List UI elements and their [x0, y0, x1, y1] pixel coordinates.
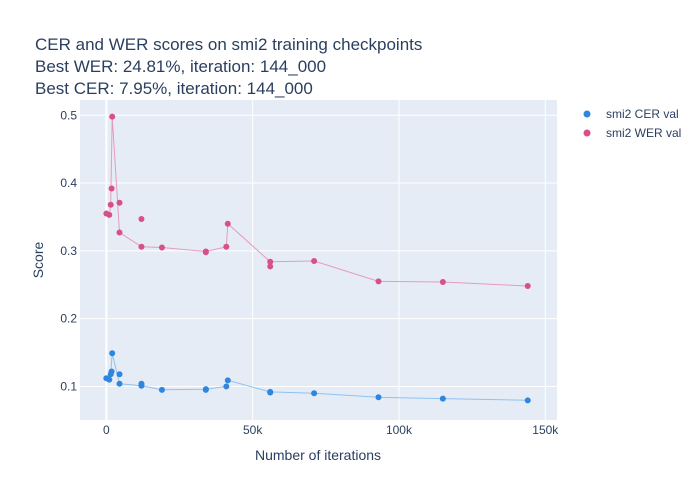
legend-label-cer: smi2 CER val — [606, 107, 679, 121]
chart-title-line-1: CER and WER scores on smi2 training chec… — [35, 35, 422, 54]
legend-item-cer[interactable]: smi2 CER val — [583, 107, 679, 121]
data-point[interactable] — [138, 380, 145, 387]
data-point[interactable] — [116, 199, 123, 206]
legend-marker-wer — [583, 129, 591, 137]
data-point[interactable] — [116, 229, 123, 236]
y-tick-label: 0.1 — [60, 379, 77, 393]
x-tick-label: 0 — [103, 423, 110, 437]
x-tick-label: 150k — [532, 423, 559, 437]
data-point[interactable] — [375, 278, 382, 285]
data-point[interactable] — [224, 377, 231, 384]
data-point[interactable] — [202, 386, 209, 393]
data-point[interactable] — [107, 201, 114, 208]
data-point[interactable] — [223, 243, 230, 250]
y-tick-label: 0.4 — [60, 176, 77, 190]
data-point[interactable] — [311, 390, 318, 397]
legend-item-wer[interactable]: smi2 WER val — [583, 126, 682, 140]
data-point[interactable] — [439, 279, 446, 286]
legend[interactable]: smi2 CER val smi2 WER val — [583, 107, 682, 140]
data-point[interactable] — [375, 394, 382, 401]
data-point[interactable] — [109, 350, 116, 357]
series-points — [103, 113, 531, 404]
data-point[interactable] — [439, 395, 446, 402]
data-point[interactable] — [267, 389, 274, 396]
data-point[interactable] — [109, 113, 116, 120]
legend-label-wer: smi2 WER val — [606, 126, 681, 140]
data-point[interactable] — [106, 376, 113, 383]
y-tick-label: 0.2 — [60, 312, 77, 326]
data-point[interactable] — [108, 185, 115, 192]
data-point[interactable] — [138, 243, 145, 250]
x-tick-label: 100k — [386, 423, 413, 437]
data-point[interactable] — [202, 249, 209, 256]
chart-title-line-2: Best WER: 24.81%, iteration: 144_000 — [35, 57, 326, 76]
data-point[interactable] — [524, 283, 531, 290]
grid — [80, 100, 557, 420]
y-tick-label: 0.3 — [60, 244, 77, 258]
x-axis-title: Number of iterations — [255, 447, 381, 463]
data-point[interactable] — [138, 215, 145, 222]
chart-title-line-3: Best CER: 7.95%, iteration: 144_000 — [35, 79, 313, 98]
x-tick-labels: 0 50k 100k 150k — [103, 423, 559, 437]
data-point[interactable] — [223, 383, 230, 390]
y-tick-label: 0.5 — [60, 108, 77, 122]
data-point[interactable] — [108, 368, 115, 375]
data-point[interactable] — [158, 244, 165, 251]
y-axis-title: Score — [30, 242, 46, 279]
y-tick-labels: 0.1 0.2 0.3 0.4 0.5 — [60, 108, 77, 393]
legend-marker-cer — [583, 110, 591, 118]
data-point[interactable] — [524, 397, 531, 404]
data-point[interactable] — [158, 386, 165, 393]
data-point[interactable] — [106, 211, 113, 218]
x-tick-label: 50k — [243, 423, 263, 437]
data-point[interactable] — [267, 258, 274, 265]
data-point[interactable] — [267, 263, 274, 270]
data-point[interactable] — [116, 380, 123, 387]
data-point[interactable] — [311, 258, 318, 265]
data-point[interactable] — [116, 371, 123, 378]
plot-area — [80, 100, 557, 420]
data-point[interactable] — [224, 220, 231, 227]
